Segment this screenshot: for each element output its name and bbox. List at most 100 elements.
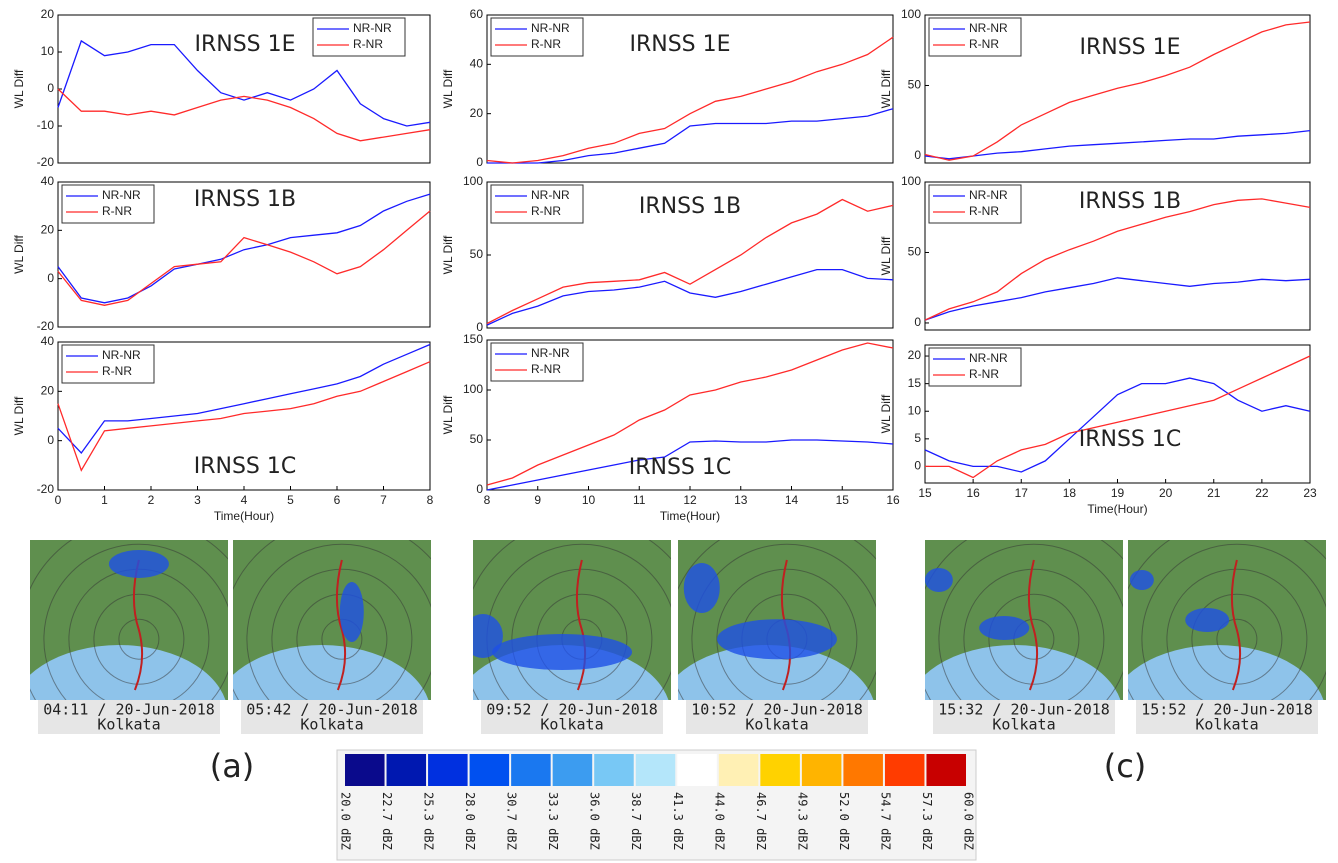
caption-time: 09:52 / 20-Jun-2018 [486, 701, 658, 719]
y-tick-label: 0 [914, 459, 921, 473]
caption-box [686, 700, 868, 734]
y-tick-label: -20 [37, 155, 55, 169]
y-tick-label: 100 [901, 174, 921, 188]
echo [473, 614, 503, 658]
colorbar-cell [760, 754, 800, 786]
caption-time: 04:11 / 20-Jun-2018 [43, 701, 215, 719]
series-line [924, 129, 1311, 160]
colorbar-label: 52.0 dBZ [837, 792, 851, 850]
series-line [57, 193, 431, 304]
chart-title: IRNSS 1B [639, 194, 741, 219]
range-ring [1013, 618, 1055, 660]
x-axis-label: Time(Hour) [214, 509, 274, 523]
legend-label: R-NR [969, 204, 999, 218]
y-tick-label: 100 [463, 382, 483, 396]
chart: 0 50 100 150 8 9 10 11 12 13 14 15 16 Time(Hour) WL Di… [441, 332, 900, 523]
range-ring [43, 543, 228, 700]
x-tick-label: 8 [484, 493, 491, 507]
x-tick-label: 18 [1063, 486, 1077, 500]
series-line [486, 439, 894, 491]
x-tick-label: 23 [1303, 486, 1317, 500]
legend-box [61, 344, 155, 384]
range-ring [691, 543, 876, 700]
legend-label: NR-NR [969, 351, 1008, 365]
range-ring [1216, 618, 1258, 660]
series-line [924, 198, 1311, 321]
river [132, 559, 144, 691]
series-line [57, 39, 431, 127]
range-ring [296, 593, 388, 685]
chart-title: IRNSS 1B [194, 187, 296, 212]
range-ring [118, 618, 160, 660]
caption-box [933, 700, 1115, 734]
x-axis-label: Time(Hour) [1087, 502, 1147, 516]
colorbar-label: 44.0 dBZ [712, 792, 726, 850]
chart: 0 5 10 15 20 15 16 17 18 19 20 21 22 23 Time(Hour) WL D… [879, 344, 1317, 516]
echo [339, 582, 364, 642]
series-line [486, 36, 894, 164]
x-tick-label: 4 [241, 493, 248, 507]
x-tick-label: 11 [633, 493, 646, 507]
caption-place: Kolkata [992, 716, 1055, 734]
x-tick-label: 17 [1015, 486, 1029, 500]
x-tick-label: 15 [836, 493, 850, 507]
radar-image [473, 540, 671, 700]
x-tick-label: 22 [1255, 486, 1269, 500]
y-tick-label: 20 [470, 106, 484, 120]
chart: -20 -10 0 10 20 WL Diff NR-NR R-NR IRNSS 1E [12, 7, 431, 169]
legend-label: R-NR [531, 204, 561, 218]
colorbar-label: 49.3 dBZ [795, 792, 809, 850]
y-tick-label: 40 [41, 334, 55, 348]
legend-label: NR-NR [969, 188, 1008, 202]
x-tick-label: 1 [101, 493, 108, 507]
radar-image [678, 540, 876, 700]
x-tick-label: 21 [1207, 486, 1221, 500]
y-tick-label: 0 [47, 81, 54, 95]
series-line [57, 88, 431, 142]
y-tick-label: 20 [41, 384, 55, 398]
river [1230, 559, 1242, 691]
y-tick-label: -20 [37, 319, 55, 333]
colorbar-label: 36.0 dBZ [588, 792, 602, 850]
x-tick-label: 6 [334, 493, 341, 507]
legend-box [928, 17, 1022, 57]
caption-place: Kolkata [300, 716, 363, 734]
legend-box [490, 342, 584, 382]
colorbar-cell [594, 754, 634, 786]
legend-label: R-NR [531, 362, 561, 376]
y-axis-label: WL Diff [879, 69, 893, 108]
legend-label: NR-NR [531, 21, 570, 35]
colorbar-cell [428, 754, 468, 786]
y-tick-label: 20 [41, 223, 55, 237]
echo [979, 616, 1030, 640]
y-tick-label: 0 [476, 482, 483, 496]
y-tick-label: 20 [908, 348, 922, 362]
caption-place: Kolkata [745, 716, 808, 734]
chart: -20 0 20 40 WL Diff NR-NR R-NR IRNSS 1B [12, 174, 431, 333]
sea [925, 645, 1121, 700]
y-tick-label: 0 [914, 148, 921, 162]
x-tick-label: 0 [55, 493, 62, 507]
chart-title: IRNSS 1C [194, 454, 297, 479]
y-axis-label: WL Diff [12, 396, 26, 435]
y-tick-label: 60 [470, 7, 484, 21]
caption-box [481, 700, 663, 734]
caption-box [241, 700, 423, 734]
range-ring [938, 543, 1123, 700]
echo [108, 550, 169, 578]
x-tick-label: 9 [534, 493, 541, 507]
x-tick-label: 7 [380, 493, 387, 507]
series-line [487, 108, 894, 164]
range-ring [93, 593, 185, 685]
series-line [924, 21, 1311, 161]
echo [492, 634, 633, 670]
y-tick-label: 50 [470, 247, 484, 261]
colorbar-cell [511, 754, 551, 786]
x-tick-label: 13 [734, 493, 748, 507]
legend-label: R-NR [102, 204, 132, 218]
chart-title: IRNSS 1E [194, 32, 295, 57]
